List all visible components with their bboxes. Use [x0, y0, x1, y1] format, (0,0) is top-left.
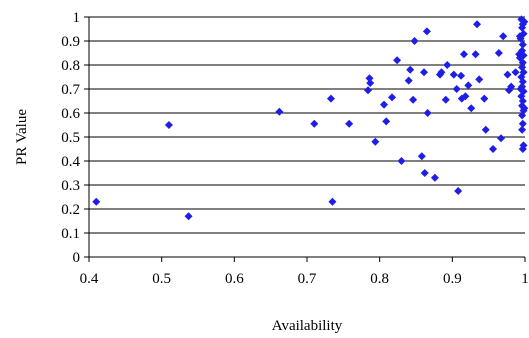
data-point: [497, 134, 506, 143]
data-point: [507, 82, 516, 91]
data-point: [518, 40, 527, 49]
data-point: [481, 125, 490, 134]
data-point: [326, 94, 335, 103]
data-point: [393, 56, 402, 65]
x-tick-label: 0.4: [80, 271, 99, 287]
data-point: [475, 75, 484, 84]
data-point: [397, 157, 406, 165]
data-point: [380, 100, 389, 109]
data-points: [92, 15, 529, 221]
data-point: [382, 117, 391, 126]
data-point: [345, 119, 354, 128]
gridlines: [89, 16, 525, 234]
data-point: [406, 65, 415, 74]
x-tick-labels: 0.4 0.5 0.6 0.7 0.8 0.9 1: [80, 271, 529, 287]
y-tick-label: 0.6: [61, 106, 80, 122]
data-point: [515, 32, 524, 41]
data-point: [520, 17, 529, 26]
data-point: [410, 37, 419, 45]
data-point: [467, 104, 476, 113]
data-point: [417, 152, 426, 161]
data-point: [473, 20, 482, 29]
x-tick-label: 0.8: [370, 271, 389, 287]
x-axis-title: Availability: [272, 318, 343, 334]
data-point: [449, 70, 458, 79]
data-point: [520, 104, 529, 113]
data-point: [275, 107, 284, 116]
data-point: [489, 145, 498, 153]
data-point: [452, 85, 461, 93]
data-point: [328, 197, 337, 206]
data-point: [494, 49, 503, 57]
data-point: [310, 119, 319, 128]
data-point: [516, 85, 525, 93]
data-point: [518, 111, 527, 120]
x-tick-label: 0.6: [225, 271, 244, 287]
data-point: [422, 27, 431, 36]
data-point: [365, 74, 374, 83]
data-point: [499, 32, 508, 41]
data-point: [409, 95, 418, 104]
data-point: [443, 61, 452, 69]
data-point: [423, 109, 432, 117]
data-point: [518, 77, 527, 86]
axes: [84, 16, 526, 262]
data-point: [454, 187, 463, 195]
data-point: [518, 125, 527, 134]
y-tick-label: 0.1: [61, 226, 80, 242]
x-tick-label: 0.9: [443, 271, 462, 287]
data-point: [518, 119, 527, 128]
data-point: [518, 23, 527, 32]
data-point: [480, 94, 489, 103]
data-point: [471, 50, 480, 59]
data-point: [441, 95, 450, 104]
data-point: [371, 137, 380, 146]
data-point: [503, 70, 512, 79]
data-point: [459, 50, 468, 59]
data-point: [457, 71, 466, 80]
data-point: [92, 197, 101, 206]
data-point: [388, 93, 397, 102]
y-tick-label: 0.5: [61, 130, 80, 146]
y-axis-title: PR Value: [14, 109, 30, 165]
data-point: [164, 121, 173, 129]
data-point: [515, 50, 524, 59]
data-point: [364, 86, 373, 95]
y-tick-label: 0.8: [61, 58, 80, 74]
data-point: [518, 145, 527, 153]
data-point: [464, 81, 473, 90]
data-point: [511, 68, 520, 77]
data-point: [366, 79, 375, 87]
data-point: [420, 169, 429, 177]
y-tick-label: 0.4: [61, 154, 80, 170]
data-point: [404, 76, 413, 85]
data-point: [461, 92, 470, 101]
x-tick-label: 0.7: [298, 271, 317, 287]
y-tick-label: 0.3: [61, 178, 80, 194]
y-tick-label: 0.9: [61, 34, 80, 50]
data-point: [518, 58, 527, 67]
data-point: [430, 173, 439, 182]
x-tick-label: 1: [521, 271, 529, 287]
y-tick-label: 0.2: [61, 202, 80, 218]
data-point: [184, 212, 193, 221]
y-tick-label: 1: [73, 10, 81, 26]
y-tick-label: 0.7: [61, 82, 80, 98]
data-point: [437, 68, 446, 77]
data-point: [518, 97, 527, 105]
data-point: [419, 68, 428, 77]
y-tick-labels: 0 0.1 0.2 0.3 0.4 0.5 0.6 0.7 0.8 0.9 1: [61, 10, 80, 266]
y-tick-label: 0: [73, 250, 81, 266]
x-tick-label: 0.5: [152, 271, 171, 287]
